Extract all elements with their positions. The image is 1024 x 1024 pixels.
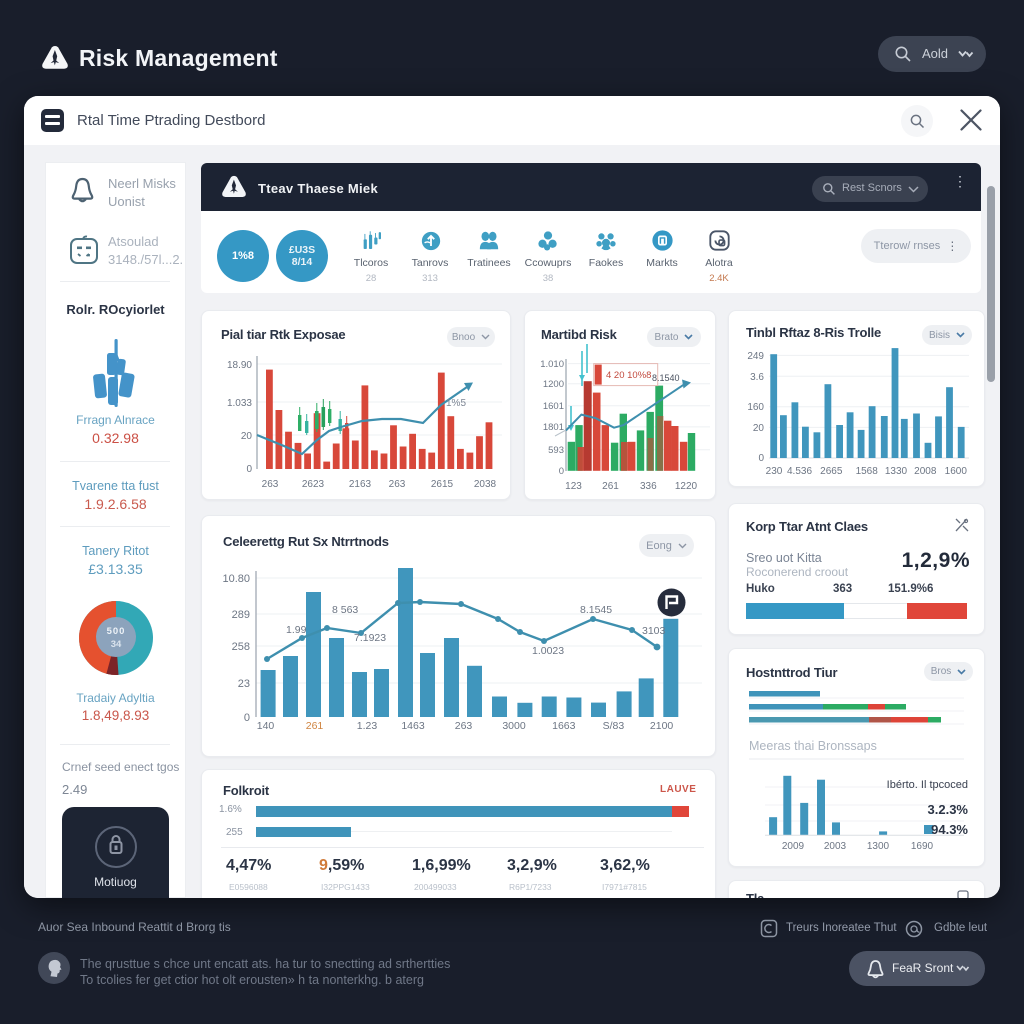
svg-text:263: 263 (389, 479, 406, 490)
svg-text:2615: 2615 (431, 479, 454, 490)
svg-text:1300: 1300 (867, 841, 890, 852)
svg-text:20: 20 (241, 431, 253, 442)
svg-text:2038: 2038 (474, 479, 497, 490)
svg-text:2003: 2003 (824, 841, 847, 852)
svg-text:0: 0 (559, 466, 564, 477)
svg-text:1801: 1801 (543, 422, 564, 433)
svg-text:2100: 2100 (650, 720, 674, 732)
svg-text:1.033: 1.033 (227, 398, 252, 409)
svg-text:261: 261 (602, 481, 619, 492)
svg-text:123: 123 (565, 481, 582, 492)
svg-text:289: 289 (232, 609, 250, 621)
svg-text:263: 263 (455, 720, 473, 732)
svg-text:1690: 1690 (911, 841, 934, 852)
svg-text:2623: 2623 (302, 479, 325, 490)
svg-text:1663: 1663 (552, 720, 576, 732)
svg-text:230: 230 (766, 466, 783, 477)
svg-text:Ibérto. Il tpcoced: Ibérto. Il tpcoced (887, 779, 968, 791)
svg-text:34: 34 (111, 639, 122, 650)
svg-text:3000: 3000 (502, 720, 526, 732)
svg-text:249: 249 (747, 351, 764, 362)
svg-text:593: 593 (548, 445, 564, 456)
svg-text:2009: 2009 (782, 841, 805, 852)
svg-text:1.010: 1.010 (540, 359, 564, 370)
svg-text:Meeras thai Bronssaps: Meeras thai Bronssaps (749, 739, 877, 753)
svg-text:0: 0 (758, 453, 764, 464)
svg-text:1.23: 1.23 (357, 720, 378, 732)
svg-text:1330: 1330 (885, 466, 908, 477)
svg-text:0: 0 (244, 712, 250, 724)
svg-text:8.1540: 8.1540 (652, 373, 680, 383)
svg-text:500: 500 (107, 626, 126, 637)
svg-text:18.90: 18.90 (227, 360, 252, 371)
svg-text:20: 20 (753, 423, 765, 434)
svg-text:1601: 1601 (543, 401, 564, 412)
svg-text:3.2.3%: 3.2.3% (928, 802, 969, 817)
svg-text:1600: 1600 (945, 466, 968, 477)
svg-text:S/83: S/83 (603, 720, 625, 732)
svg-text:1%5: 1%5 (446, 398, 466, 409)
svg-text:2163: 2163 (349, 479, 372, 490)
svg-text:10.80: 10.80 (222, 573, 250, 585)
svg-text:160: 160 (747, 402, 764, 413)
svg-text:1200: 1200 (543, 379, 564, 390)
svg-text:1.0023: 1.0023 (532, 645, 564, 657)
svg-text:1463: 1463 (401, 720, 425, 732)
svg-text:336: 336 (640, 481, 657, 492)
svg-text:261: 261 (306, 720, 324, 732)
svg-text:1.99: 1.99 (286, 624, 307, 636)
svg-text:4.536: 4.536 (787, 466, 812, 477)
svg-text:1568: 1568 (856, 466, 879, 477)
svg-text:23: 23 (238, 678, 250, 690)
svg-text:258: 258 (232, 641, 250, 653)
svg-text:8 563: 8 563 (332, 604, 358, 616)
svg-text:7.1923: 7.1923 (354, 632, 386, 644)
svg-text:263: 263 (262, 479, 279, 490)
svg-text:94.3%: 94.3% (931, 822, 968, 837)
svg-text:2008: 2008 (914, 466, 937, 477)
svg-text:3103: 3103 (642, 625, 666, 637)
svg-text:8.1545: 8.1545 (580, 604, 612, 616)
svg-text:140: 140 (257, 720, 275, 732)
svg-text:2665: 2665 (820, 466, 843, 477)
svg-text:1220: 1220 (675, 481, 698, 492)
svg-text:4 20 10%8: 4 20 10%8 (606, 370, 651, 381)
svg-text:3.6: 3.6 (750, 372, 764, 383)
svg-text:0: 0 (246, 464, 252, 475)
